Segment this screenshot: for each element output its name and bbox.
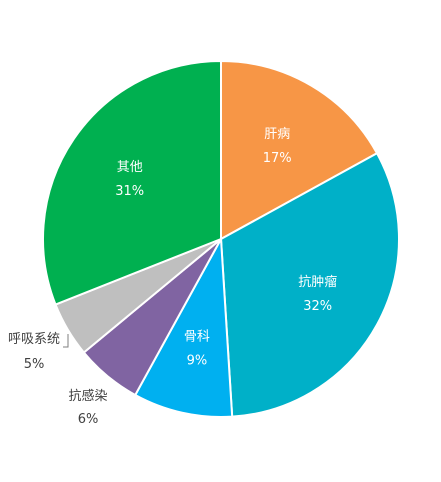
slice-label: 呼吸系统 bbox=[8, 332, 60, 347]
slice-label: 肝病 bbox=[264, 127, 290, 142]
slice-percent: 17% bbox=[263, 151, 292, 166]
pie-slice bbox=[220, 152, 400, 418]
pie-slice bbox=[220, 60, 378, 240]
slice-percent: 6% bbox=[78, 412, 99, 427]
pie-slice bbox=[134, 238, 234, 418]
pie-slice bbox=[42, 60, 222, 306]
slice-label: 骨科 bbox=[184, 330, 210, 345]
slice-percent: 9% bbox=[187, 354, 208, 369]
leader-line bbox=[63, 334, 69, 348]
slice-label: 抗感染 bbox=[68, 388, 107, 404]
slice-percent: 5% bbox=[24, 357, 45, 372]
slice-label: 其他 bbox=[117, 160, 143, 175]
slice-percent: 32% bbox=[303, 299, 332, 314]
slice-label: 抗肿瘤 bbox=[298, 274, 337, 290]
slice-percent: 31% bbox=[115, 184, 144, 199]
